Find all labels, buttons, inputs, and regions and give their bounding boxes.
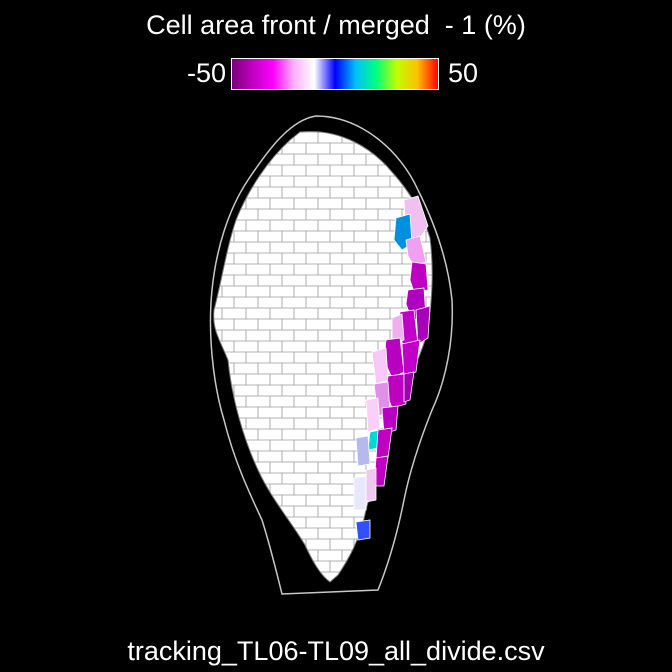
highlighted-cells [353,195,431,541]
cell [391,313,405,345]
cell [353,475,367,511]
colorbar-max-label: 50 [448,58,479,88]
cell [401,339,421,377]
organ-outline [209,115,454,595]
cell [365,397,381,433]
colorbar-min-label: -50 [186,58,226,88]
cell [403,371,415,403]
tissue-boundary [213,130,433,583]
plot-title: Cell area front / merged - 1 (%) [146,10,526,40]
cell [355,435,371,467]
colorbar [231,58,439,90]
filename-label: tracking_TL06-TL09_all_divide.csv [127,636,545,666]
cell [365,467,377,503]
cell [375,427,393,461]
cell [415,305,431,345]
cell [381,405,399,435]
cell [409,261,429,293]
cell [355,519,371,541]
